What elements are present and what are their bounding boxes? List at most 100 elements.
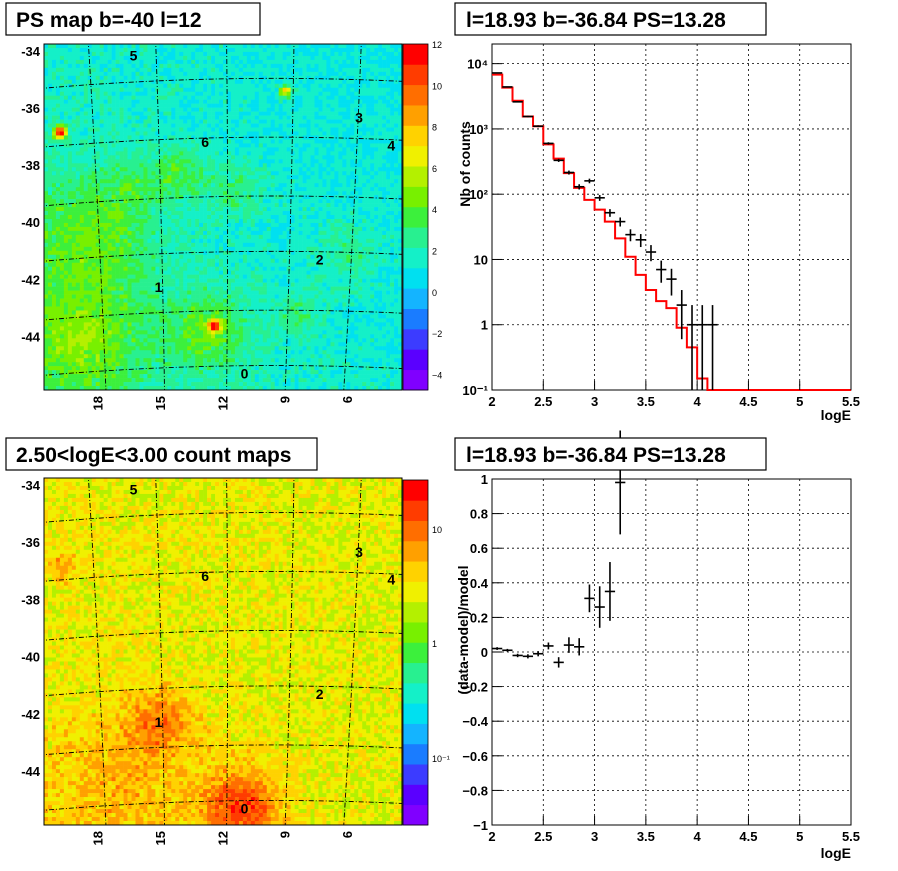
heatmap-cell bbox=[294, 211, 299, 216]
heatmap-cell bbox=[55, 143, 61, 148]
heatmap-cell bbox=[175, 147, 180, 152]
heatmap-cell bbox=[334, 111, 339, 116]
heatmap-cell bbox=[207, 111, 212, 116]
heatmap-cell bbox=[242, 91, 248, 96]
heatmap-cell bbox=[199, 47, 204, 53]
heatmap-cell bbox=[91, 51, 97, 57]
heatmap-cell bbox=[254, 151, 260, 156]
heatmap-cell bbox=[155, 250, 160, 256]
heatmap-cell bbox=[326, 234, 331, 240]
heatmap-cell bbox=[326, 218, 331, 224]
heatmap-cell bbox=[159, 91, 164, 96]
heatmap-cell bbox=[211, 187, 216, 192]
heatmap-cell bbox=[75, 63, 81, 69]
heatmap-cell bbox=[234, 238, 240, 244]
heatmap-cell bbox=[95, 199, 100, 204]
heatmap-cell bbox=[282, 127, 287, 132]
heatmap-cell bbox=[294, 115, 299, 120]
heatmap-cell bbox=[258, 163, 264, 168]
heatmap-cell bbox=[370, 207, 375, 212]
heatmap-cell bbox=[55, 63, 61, 69]
heatmap-cell bbox=[103, 250, 108, 256]
heatmap-cell bbox=[75, 91, 81, 96]
heatmap-cell bbox=[83, 262, 89, 268]
heatmap-cell bbox=[294, 139, 299, 144]
heatmap-cell bbox=[278, 226, 283, 232]
heatmap-cell bbox=[358, 187, 363, 192]
heatmap-cell bbox=[290, 191, 295, 196]
heatmap-cell bbox=[310, 139, 315, 144]
heatmap-cell bbox=[278, 179, 283, 184]
heatmap-cell bbox=[282, 187, 287, 192]
heatmap-cell bbox=[167, 135, 172, 140]
heatmap-cell bbox=[306, 199, 311, 204]
heatmap-cell bbox=[298, 215, 303, 220]
heatmap-cell bbox=[354, 218, 359, 224]
heatmap-cell bbox=[314, 103, 319, 108]
heatmap-cell bbox=[310, 175, 315, 180]
heatmap-cell bbox=[394, 258, 399, 264]
heatmap-cell bbox=[103, 203, 108, 208]
heatmap-cell bbox=[131, 167, 136, 172]
heatmap-cell bbox=[71, 67, 77, 73]
heatmap-cell bbox=[47, 47, 53, 53]
heatmap-cell bbox=[191, 211, 196, 216]
heatmap-cell bbox=[183, 95, 188, 100]
heatmap-cell bbox=[175, 107, 180, 112]
heatmap-cell bbox=[314, 131, 319, 136]
heatmap-cell bbox=[75, 103, 81, 108]
heatmap-cell bbox=[195, 183, 200, 188]
heatmap-cell bbox=[179, 44, 184, 49]
heatmap-cell bbox=[290, 234, 295, 240]
heatmap-cell bbox=[266, 51, 272, 57]
heatmap-cell bbox=[298, 199, 303, 204]
heatmap-cell bbox=[159, 195, 164, 200]
heatmap-cell bbox=[266, 211, 272, 216]
heatmap-cell bbox=[338, 147, 343, 152]
heatmap-cell bbox=[326, 203, 331, 208]
heatmap-cell bbox=[250, 187, 256, 192]
heatmap-cell bbox=[334, 230, 339, 236]
heatmap-cell bbox=[326, 238, 331, 244]
heatmap-cell bbox=[314, 67, 319, 73]
heatmap-cell bbox=[199, 119, 204, 124]
heatmap-cell bbox=[346, 87, 351, 93]
heatmap-cell bbox=[195, 44, 200, 49]
heatmap-cell bbox=[95, 71, 100, 77]
heatmap-cell bbox=[143, 67, 148, 73]
heatmap-cell bbox=[179, 222, 184, 228]
heatmap-cell bbox=[350, 250, 355, 256]
heatmap-cell bbox=[211, 199, 216, 204]
heatmap-cell bbox=[187, 143, 192, 148]
heatmap-cell bbox=[155, 115, 160, 120]
heatmap-cell bbox=[230, 254, 236, 260]
heatmap-cell bbox=[302, 99, 307, 104]
heatmap-cell bbox=[195, 234, 200, 240]
heatmap-cell bbox=[95, 262, 100, 268]
heatmap-cell bbox=[286, 163, 291, 168]
heatmap-cell bbox=[262, 167, 268, 172]
heatmap-cell bbox=[258, 171, 264, 176]
heatmap-cell bbox=[203, 155, 208, 160]
heatmap-cell bbox=[278, 67, 283, 73]
heatmap-cell bbox=[215, 147, 220, 152]
heatmap-cell bbox=[67, 246, 73, 252]
heatmap-cell bbox=[47, 103, 53, 108]
heatmap-cell bbox=[147, 47, 152, 53]
heatmap-cell bbox=[282, 44, 287, 49]
heatmap-cell bbox=[135, 95, 140, 100]
heatmap-cell bbox=[207, 143, 212, 148]
heatmap-cell bbox=[79, 187, 85, 192]
heatmap-cell bbox=[250, 238, 256, 244]
heatmap-cell bbox=[266, 55, 272, 61]
heatmap-cell bbox=[203, 67, 208, 73]
heatmap-cell bbox=[374, 75, 379, 81]
heatmap-cell bbox=[87, 147, 93, 152]
heatmap-cell bbox=[195, 195, 200, 200]
heatmap-cell bbox=[111, 207, 116, 212]
heatmap-cell bbox=[290, 254, 295, 260]
heatmap-cell bbox=[44, 250, 49, 256]
heatmap-cell bbox=[362, 99, 367, 104]
heatmap-cell bbox=[262, 79, 268, 85]
heatmap-cell bbox=[354, 99, 359, 104]
